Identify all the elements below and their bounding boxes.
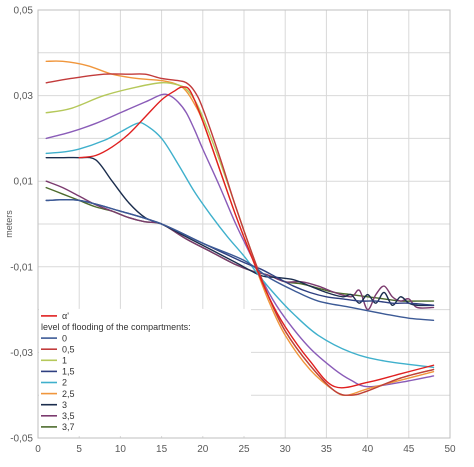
- x-tick-label: 40: [362, 444, 374, 455]
- y-tick-label: 0,05: [14, 6, 34, 17]
- x-tick-label: 45: [403, 444, 415, 455]
- legend-entry: 0: [62, 333, 67, 343]
- x-tick-label: 25: [238, 444, 250, 455]
- series-lines: [45, 60, 435, 396]
- legend-entry: 1: [62, 356, 67, 366]
- y-tick-label: 0,01: [14, 177, 34, 188]
- legend-entry: 2,5: [62, 389, 75, 399]
- legend: α'level of flooding of the compartments:…: [39, 308, 251, 436]
- series-line-0-5: [45, 73, 435, 396]
- legend-heading: level of flooding of the compartments:: [41, 322, 191, 332]
- series-line-unlabeled: [45, 93, 435, 388]
- y-tick-labels: 0,05 0,03 0,01 -0,01 -0,03 -0,05: [10, 6, 33, 445]
- x-tick-label: 30: [280, 444, 292, 455]
- x-tick-label: 10: [115, 444, 127, 455]
- y-tick-label: 0,03: [14, 91, 34, 102]
- series-line-2: [45, 121, 435, 369]
- x-tick-label: 50: [444, 444, 456, 455]
- legend-entry: 3: [62, 400, 67, 410]
- x-tick-label: 20: [197, 444, 209, 455]
- plot-frame: [37, 9, 451, 439]
- y-tick-label: -0,03: [10, 348, 33, 359]
- y-axis-label: meters: [4, 210, 14, 238]
- x-tick-label: 15: [156, 444, 168, 455]
- y-tick-label: -0,05: [10, 434, 33, 445]
- axes: [37, 9, 451, 439]
- x-tick-label: 5: [76, 444, 82, 455]
- y-tick-label: -0,01: [10, 262, 33, 273]
- x-tick-labels: 0 5 10 15 20 25 30 35 40 45 50: [35, 444, 456, 455]
- legend-entry: 3,5: [62, 411, 75, 421]
- series-line--: [78, 86, 435, 389]
- legend-background: [39, 308, 251, 436]
- legend-entry: 3,7: [62, 422, 75, 432]
- legend-entry: 1,5: [62, 367, 75, 377]
- legend-entry: 2: [62, 378, 67, 388]
- x-tick-label: 35: [321, 444, 333, 455]
- x-tick-label: 0: [35, 444, 41, 455]
- series-line-0: [45, 198, 435, 321]
- legend-entry: α': [62, 311, 69, 321]
- legend-entry: 0,5: [62, 344, 75, 354]
